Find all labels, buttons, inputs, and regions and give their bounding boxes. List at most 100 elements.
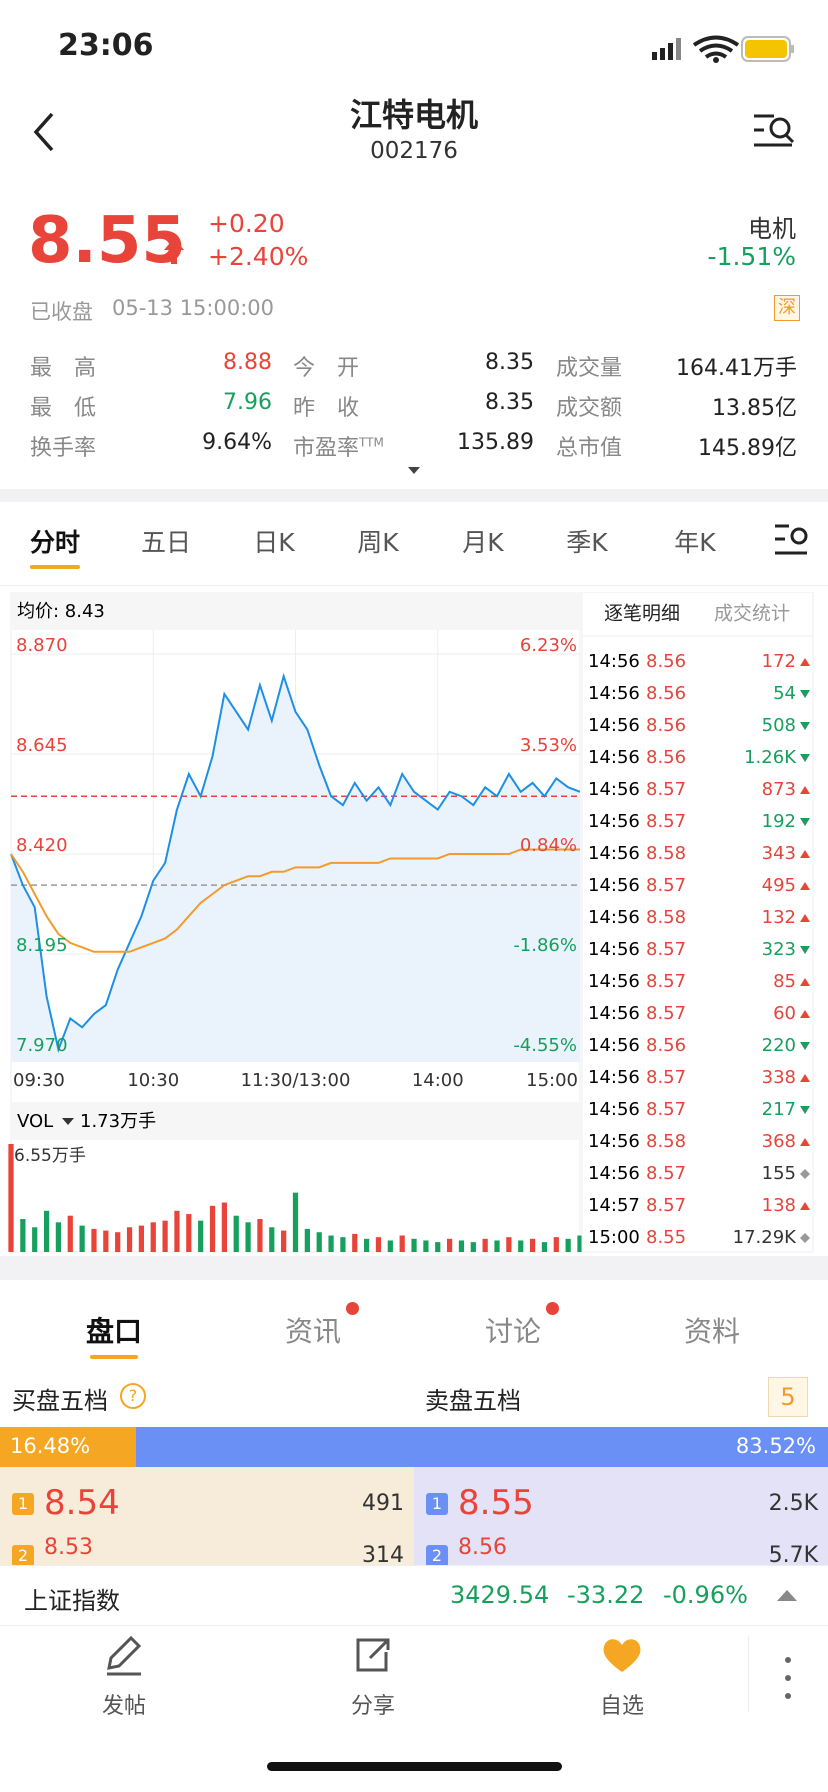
tick-vol: 138 bbox=[762, 1195, 796, 1216]
tick-vol: 323 bbox=[762, 939, 796, 960]
tab-underline bbox=[90, 1355, 138, 1359]
period-tab[interactable]: 年K bbox=[674, 528, 716, 557]
nav-label[interactable]: 发帖 bbox=[101, 1694, 146, 1719]
tick-time: 14:56 bbox=[588, 1003, 640, 1024]
divider bbox=[0, 585, 828, 586]
vol-bar bbox=[423, 1240, 429, 1252]
expand-up[interactable] bbox=[776, 1588, 798, 1602]
y-tick-label: 7.970 bbox=[16, 1035, 68, 1056]
tick-dir bbox=[800, 882, 810, 890]
tick-time: 14:56 bbox=[588, 843, 640, 864]
vol-dropdown bbox=[62, 1118, 74, 1125]
last-price: 8.55 bbox=[28, 204, 186, 278]
level-badge: 2 bbox=[426, 1545, 448, 1565]
tick-time: 14:56 bbox=[588, 683, 640, 704]
stat-label: 最 高 bbox=[30, 356, 97, 381]
avg-price: 均价: 8.43 bbox=[17, 601, 105, 622]
tick-price: 8.55 bbox=[646, 1227, 686, 1248]
tick-vol: 132 bbox=[762, 907, 796, 928]
section-tab[interactable]: 盘口 bbox=[85, 1315, 142, 1348]
pct-tick-label: 3.53% bbox=[520, 735, 577, 756]
vol-bar bbox=[399, 1235, 405, 1252]
stat-label: 市盈率TTM bbox=[293, 435, 384, 461]
tick-price: 8.58 bbox=[646, 907, 686, 928]
tick-price: 8.56 bbox=[646, 1035, 686, 1056]
tick-vol: 368 bbox=[762, 1131, 796, 1152]
section-tab[interactable]: 资讯 bbox=[284, 1315, 341, 1348]
price-line bbox=[10, 672, 581, 1054]
vol-bar bbox=[79, 1225, 85, 1252]
vol-bar bbox=[411, 1238, 417, 1252]
stat-value: 164.41万手 bbox=[676, 356, 797, 381]
tick-dir bbox=[800, 914, 810, 922]
help-icon[interactable]: ? bbox=[120, 1383, 146, 1409]
tick-vol: 338 bbox=[762, 1067, 796, 1088]
tick-panel bbox=[581, 592, 814, 1253]
index-change: -33.22 bbox=[567, 1581, 645, 1609]
period-tab[interactable]: 周K bbox=[357, 528, 399, 557]
book-rows: 1 8.54 491 2 8.53 314 1 8.55 2.5K 2 8.56 5.7K bbox=[0, 1467, 828, 1565]
tick-dir bbox=[800, 1106, 810, 1114]
vol-bar bbox=[174, 1210, 180, 1252]
tick-price: 8.57 bbox=[646, 1067, 686, 1088]
period-tab[interactable]: 日K bbox=[253, 528, 295, 557]
tick-time: 14:56 bbox=[588, 1099, 640, 1120]
tick-vol: 17.29K bbox=[733, 1227, 798, 1248]
vol-header bbox=[11, 1102, 580, 1140]
tick-vol: 155 bbox=[762, 1163, 796, 1184]
stat-label: 总市值 bbox=[556, 436, 623, 461]
more-button[interactable] bbox=[778, 1652, 798, 1708]
tick-vol: 1.26K bbox=[744, 747, 797, 768]
vol-bar bbox=[364, 1238, 370, 1252]
period-tab[interactable]: 分时 bbox=[29, 528, 80, 557]
price-area bbox=[11, 676, 580, 1062]
vol-bar bbox=[67, 1215, 73, 1252]
stat-label: 昨 收 bbox=[293, 396, 360, 421]
tick-price: 8.57 bbox=[646, 875, 686, 896]
tick-vol: 54 bbox=[773, 683, 796, 704]
period-tab[interactable]: 五日 bbox=[140, 528, 191, 557]
x-tick-label: 10:30 bbox=[127, 1070, 179, 1091]
tick-dir bbox=[800, 690, 810, 698]
vol-bar bbox=[375, 1237, 382, 1252]
vol-bar bbox=[115, 1232, 121, 1252]
tick-dir bbox=[800, 786, 810, 794]
sell-ratio-bar bbox=[136, 1427, 828, 1467]
nav-label[interactable]: 自选 bbox=[599, 1694, 644, 1719]
stat-value: 145.89亿 bbox=[698, 436, 797, 461]
nav-icon[interactable] bbox=[103, 1634, 145, 1676]
stock-title: 江特电机 bbox=[349, 96, 478, 134]
tick-time: 14:56 bbox=[588, 1067, 640, 1088]
intraday-chart: 均价: 8.43 8.870 6.23% 8.645 3.53% 8.420 0.84% 8.… bbox=[8, 592, 814, 1253]
index-bar[interactable]: 上证指数 3429.54 -33.22 -0.96% bbox=[0, 1565, 828, 1626]
vol-bar bbox=[245, 1222, 251, 1252]
nav-icon[interactable] bbox=[601, 1634, 643, 1676]
tick-dir bbox=[800, 1074, 810, 1082]
vol-bar bbox=[257, 1219, 263, 1252]
section-tab[interactable]: 讨论 bbox=[484, 1315, 541, 1348]
tick-time: 15:00 bbox=[588, 1227, 640, 1248]
nav-label[interactable]: 分享 bbox=[350, 1694, 395, 1719]
vol-bar bbox=[328, 1235, 334, 1252]
vol-bar bbox=[470, 1242, 476, 1252]
search-menu[interactable] bbox=[752, 112, 798, 152]
vol-bar bbox=[91, 1228, 97, 1252]
tick-price: 8.57 bbox=[646, 1099, 686, 1120]
x-tick-label: 14:00 bbox=[412, 1070, 464, 1091]
tick-vol: 495 bbox=[762, 875, 796, 896]
tick-dir bbox=[800, 1169, 810, 1179]
depth-badge[interactable]: 5 bbox=[768, 1377, 808, 1417]
chart-settings[interactable] bbox=[773, 522, 809, 556]
back-button[interactable] bbox=[30, 110, 60, 154]
tick-time: 14:56 bbox=[588, 1163, 640, 1184]
nav-icon[interactable] bbox=[352, 1634, 394, 1676]
section-tab[interactable]: 资料 bbox=[683, 1315, 740, 1348]
stat-label: 今 开 bbox=[293, 356, 360, 381]
vol-bar bbox=[446, 1238, 453, 1252]
period-tab[interactable]: 季K bbox=[566, 528, 608, 557]
vol-bar bbox=[435, 1242, 441, 1252]
tick-time: 14:56 bbox=[588, 715, 640, 736]
expand-arrow[interactable] bbox=[407, 466, 421, 476]
tick-vol: 60 bbox=[773, 1003, 796, 1024]
period-tab[interactable]: 月K bbox=[462, 528, 504, 557]
